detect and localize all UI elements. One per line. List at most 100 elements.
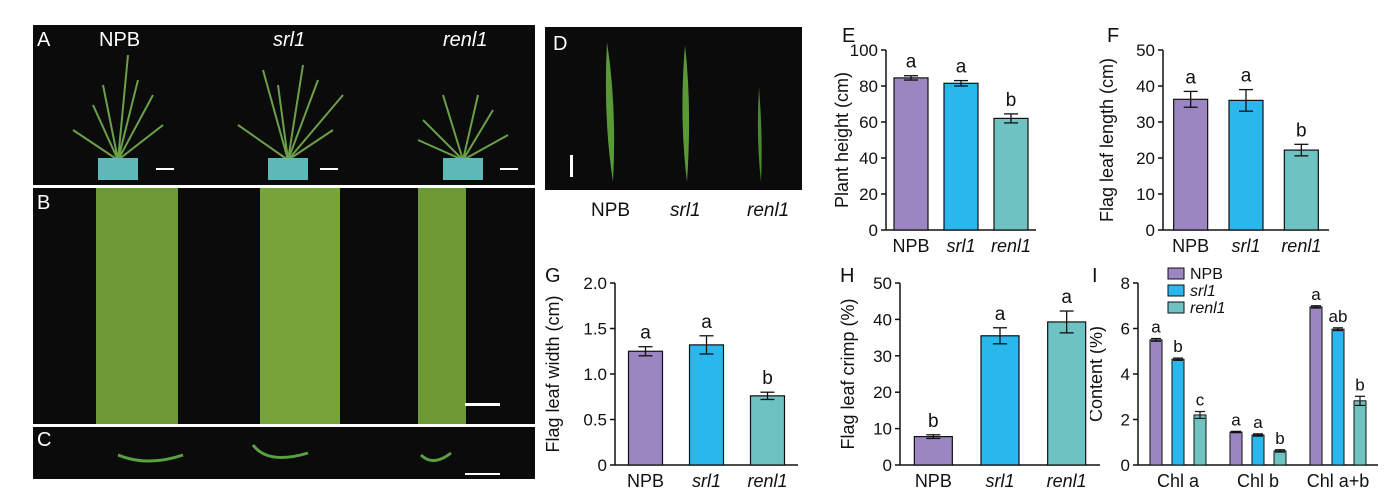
y-tick-label: 40 xyxy=(859,149,878,168)
y-tick-label: 0.5 xyxy=(583,411,607,430)
y-tick-label: 20 xyxy=(1136,149,1155,168)
bar-srl1 xyxy=(1171,358,1185,466)
significance-letter: a xyxy=(1185,67,1196,88)
y-axis-label: Flag leaf width (cm) xyxy=(543,295,563,452)
panel-label-d: D xyxy=(553,33,568,55)
y-tick-label: 50 xyxy=(873,274,892,293)
panel-label-e: E xyxy=(842,25,855,47)
bar-npb xyxy=(1229,431,1243,466)
x-tick-label: Chl a xyxy=(1157,471,1200,491)
y-tick-label: 20 xyxy=(873,383,892,402)
y-tick-label: 10 xyxy=(1136,185,1155,204)
y-tick-label: 40 xyxy=(873,310,892,329)
legend-label-npb: NPB xyxy=(1190,266,1223,283)
bar-renl1 xyxy=(749,395,786,466)
significance-letter: b xyxy=(762,368,773,389)
genotype-label-d-srl1: srl1 xyxy=(670,200,701,221)
chart-h-flag-leaf-crimp: H 0 10 20 30 40 50 Flag leaf crimp (%) b NPB a srl1… xyxy=(838,265,1100,491)
x-tick-label: NPB xyxy=(892,236,929,256)
bar-npb xyxy=(1173,98,1209,231)
chart-e-plant-height: E 0 20 40 60 80 100 Plant height (cm) a NPB a srl1 b… xyxy=(832,25,1036,256)
x-tick-label: srl1 xyxy=(692,471,721,491)
significance-letter: b xyxy=(1275,429,1284,448)
y-tick-label: 80 xyxy=(859,77,878,96)
flag-leaf-photos xyxy=(570,42,762,182)
bar-srl1 xyxy=(980,335,1020,466)
chart-f-flag-leaf-length: F 0 10 20 30 40 50 Flag leaf length (cm) a NPB a sr… xyxy=(1097,25,1329,256)
y-tick-label: 0 xyxy=(1121,456,1130,475)
plant-photos xyxy=(72,54,518,180)
significance-letter: b xyxy=(1006,90,1017,111)
x-tick-label: srl1 xyxy=(946,236,975,256)
panel-label-b: B xyxy=(37,192,51,214)
genotype-label-srl1: srl1 xyxy=(273,29,306,51)
bar-npb xyxy=(627,350,664,466)
bar-npb xyxy=(1309,306,1323,466)
bar-renl1 xyxy=(993,117,1029,231)
genotype-label-d-npb: NPB xyxy=(591,200,631,221)
significance-letter: a xyxy=(1311,285,1321,304)
genotype-label-d-renl1: renl1 xyxy=(747,200,790,221)
photo-panel-d: D xyxy=(545,27,802,190)
significance-letter: a xyxy=(906,52,917,73)
photo-panel-c: C xyxy=(33,427,535,479)
significance-letter: a xyxy=(701,312,712,333)
legend-label-renl1: renl1 xyxy=(1190,300,1226,317)
x-tick-label: renl1 xyxy=(1047,471,1087,491)
panel-label-c: C xyxy=(37,429,52,451)
significance-letter: a xyxy=(1241,66,1252,87)
significance-letter: b xyxy=(1173,337,1182,356)
y-tick-label: 30 xyxy=(1136,113,1155,132)
significance-letter: a xyxy=(1061,287,1072,308)
y-tick-label: 50 xyxy=(1136,41,1155,60)
x-tick-label: renl1 xyxy=(991,236,1031,256)
y-tick-label: 30 xyxy=(873,347,892,366)
legend-label-srl1: srl1 xyxy=(1190,283,1216,300)
photo-panel-a: A NPB srl1 renl1 xyxy=(33,25,535,185)
y-tick-label: 100 xyxy=(850,41,878,60)
panel-label-g: G xyxy=(545,265,561,287)
y-axis-label: Flag leaf crimp (%) xyxy=(838,298,858,449)
significance-letter: ab xyxy=(1329,307,1348,326)
significance-letter: c xyxy=(1196,391,1205,410)
y-tick-label: 40 xyxy=(1136,77,1155,96)
significance-letter: b xyxy=(1296,120,1307,141)
bar-npb xyxy=(913,436,953,466)
significance-letter: a xyxy=(1231,410,1241,429)
significance-letter: b xyxy=(928,411,939,432)
significance-letter: a xyxy=(995,304,1006,325)
panel-label-f: F xyxy=(1107,25,1119,47)
x-tick-label: Chl b xyxy=(1237,471,1279,491)
bar-renl1 xyxy=(1273,450,1287,466)
significance-letter: a xyxy=(1151,318,1161,337)
photo-panel-b: B xyxy=(33,188,535,424)
x-tick-label: srl1 xyxy=(985,471,1014,491)
y-tick-label: 1.5 xyxy=(583,320,607,339)
y-tick-label: 4 xyxy=(1121,365,1130,384)
legend-swatch-renl1 xyxy=(1167,301,1185,314)
bar-srl1 xyxy=(1331,328,1345,466)
bar-renl1 xyxy=(1193,414,1207,466)
x-tick-label: srl1 xyxy=(1231,236,1260,256)
x-tick-label: NPB xyxy=(627,471,664,491)
bar-srl1 xyxy=(1228,99,1264,231)
y-tick-label: 0 xyxy=(883,456,892,475)
panel-label-i: I xyxy=(1092,265,1098,287)
significance-letter: a xyxy=(1253,413,1263,432)
legend-swatch-npb xyxy=(1167,267,1185,280)
y-tick-label: 0 xyxy=(869,221,878,240)
genotype-label-renl1: renl1 xyxy=(443,29,488,51)
panel-label-a: A xyxy=(37,29,51,51)
y-axis-label: Content (%) xyxy=(1090,326,1106,422)
significance-letter: b xyxy=(1355,375,1364,394)
y-tick-label: 10 xyxy=(873,420,892,439)
leaf-photos xyxy=(96,188,500,424)
y-tick-label: 0 xyxy=(598,456,607,475)
y-axis-label: Flag leaf length (cm) xyxy=(1097,58,1117,222)
x-tick-label: NPB xyxy=(915,471,952,491)
y-tick-label: 60 xyxy=(859,113,878,132)
y-tick-label: 20 xyxy=(859,185,878,204)
bar-renl1 xyxy=(1353,400,1367,466)
bar-srl1 xyxy=(688,344,725,466)
